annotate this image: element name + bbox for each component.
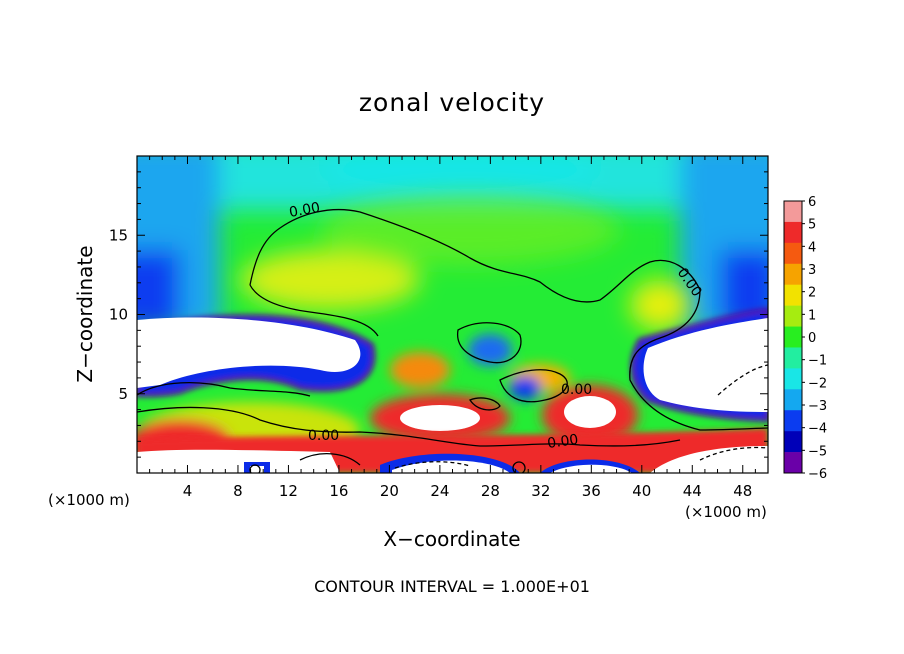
contour-label: 0.00 [288, 200, 321, 221]
colorbar-swatch [784, 368, 802, 390]
colorbar-tick-label: −2 [808, 376, 827, 391]
colorbar-swatch [784, 242, 802, 265]
x-axis [149, 156, 756, 473]
x-tick-label: 24 [430, 482, 449, 500]
x-tick-label: 20 [380, 482, 399, 500]
colorbar-swatch [784, 410, 802, 432]
x-axis-label: X−coordinate [383, 527, 521, 551]
colorbar-swatch [784, 431, 802, 453]
colorbar-swatch [784, 389, 802, 411]
x-tick-label: 36 [582, 482, 601, 500]
colorbar-swatch [784, 284, 802, 306]
contour-label: 0.00 [546, 432, 579, 452]
colorbar-tick-label: 1 [808, 308, 816, 323]
y-tick-label: 10 [109, 306, 128, 324]
contour-interval-note: CONTOUR INTERVAL = 1.000E+01 [314, 577, 590, 596]
colorbar-tick-label: −5 [808, 444, 827, 459]
y-axis-label: Z−coordinate [73, 245, 97, 383]
colorbar-tick-label: 3 [808, 263, 816, 278]
x-tick-label: 8 [233, 482, 243, 500]
x-tick-labels: 4 8 12 16 20 24 28 32 36 40 44 48 [183, 482, 753, 500]
y-tick-labels: 5 10 15 [109, 226, 128, 403]
contour-lines [137, 208, 768, 473]
colorbar-tick-label: −3 [808, 399, 827, 414]
colorbar-swatch [784, 452, 802, 474]
contour-label: 0.00 [308, 428, 339, 444]
y-unit-label: (×1000 m) [48, 491, 130, 509]
contour-label: 0.00 [561, 382, 592, 398]
colorbar-tick-label: 0 [808, 331, 816, 346]
colorbar-tick-label: 6 [808, 195, 816, 210]
colorbar-swatch [784, 221, 802, 244]
x-tick-label: 4 [183, 482, 193, 500]
colorbar-swatch [784, 347, 802, 369]
colorbar-swatch [784, 263, 802, 285]
x-tick-label: 44 [683, 482, 702, 500]
colorbar-swatch [784, 201, 802, 223]
colorbar-swatch [784, 305, 802, 327]
x-tick-label: 16 [329, 482, 348, 500]
colorbar [783, 200, 805, 474]
colorbar-tick-label: 4 [808, 240, 816, 255]
x-tick-label: 12 [279, 482, 298, 500]
chart-title: zonal velocity [358, 88, 546, 117]
colorbar-tick-label: 5 [808, 218, 816, 233]
colorbar-swatch [784, 326, 802, 348]
y-tick-label: 15 [109, 226, 128, 244]
colorbar-tick-label: −4 [808, 422, 827, 437]
x-tick-label: 32 [531, 482, 550, 500]
colorbar-tick-label: −1 [808, 354, 827, 369]
x-unit-label: (×1000 m) [685, 503, 767, 521]
colorbar-tick-label: −6 [808, 467, 827, 482]
x-tick-label: 40 [632, 482, 651, 500]
x-tick-label: 48 [733, 482, 752, 500]
colorbar-labels: 6 5 4 3 2 1 0 −1 −2 −3 −4 −5 −6 [808, 195, 827, 482]
y-axis [137, 171, 768, 458]
colorbar-tick-label: 2 [808, 286, 816, 301]
y-tick-label: 5 [118, 385, 128, 403]
x-tick-label: 28 [481, 482, 500, 500]
heatmap-field [137, 156, 768, 473]
